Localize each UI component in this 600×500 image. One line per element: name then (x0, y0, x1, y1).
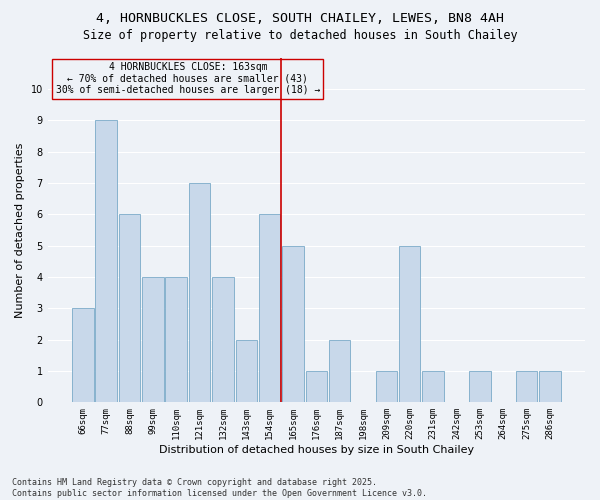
Bar (539, 371, 560, 402)
Bar (305, 371, 327, 402)
Bar (329, 340, 350, 402)
Bar (95, 120, 117, 403)
X-axis label: Distribution of detached houses by size in South Chailey: Distribution of detached houses by size … (159, 445, 474, 455)
Bar (189, 183, 211, 402)
Text: Size of property relative to detached houses in South Chailey: Size of property relative to detached ho… (83, 29, 517, 42)
Bar (72, 308, 94, 402)
Text: 4, HORNBUCKLES CLOSE, SOUTH CHAILEY, LEWES, BN8 4AH: 4, HORNBUCKLES CLOSE, SOUTH CHAILEY, LEW… (96, 12, 504, 26)
Text: 4 HORNBUCKLES CLOSE: 163sqm
← 70% of detached houses are smaller (43)
30% of sem: 4 HORNBUCKLES CLOSE: 163sqm ← 70% of det… (56, 62, 320, 96)
Bar (119, 214, 140, 402)
Bar (142, 277, 164, 402)
Bar (469, 371, 491, 402)
Bar (236, 340, 257, 402)
Bar (212, 277, 233, 402)
Bar (166, 277, 187, 402)
Bar (516, 371, 537, 402)
Bar (399, 246, 421, 402)
Text: Contains HM Land Registry data © Crown copyright and database right 2025.
Contai: Contains HM Land Registry data © Crown c… (12, 478, 427, 498)
Bar (422, 371, 444, 402)
Bar (376, 371, 397, 402)
Bar (282, 246, 304, 402)
Y-axis label: Number of detached properties: Number of detached properties (15, 142, 25, 318)
Bar (259, 214, 280, 402)
